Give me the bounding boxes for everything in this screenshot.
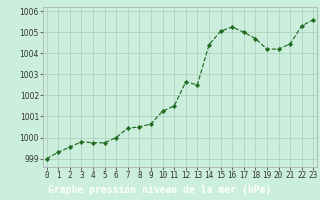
- Text: Graphe pression niveau de la mer (hPa): Graphe pression niveau de la mer (hPa): [48, 185, 272, 195]
